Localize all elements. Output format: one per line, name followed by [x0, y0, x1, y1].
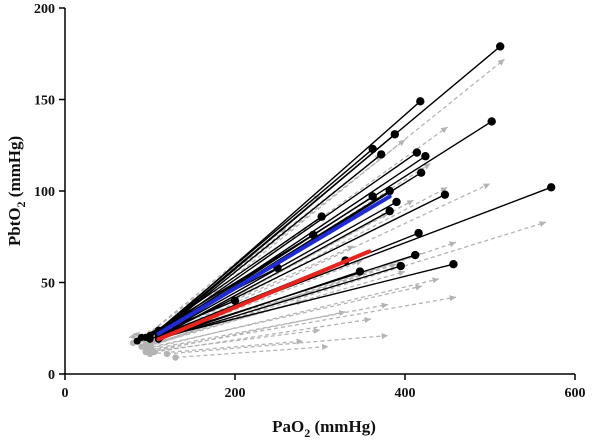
black-end-point	[440, 190, 450, 199]
gray-arrowhead	[440, 126, 448, 134]
black-start-point	[146, 335, 154, 343]
black-end-point	[416, 97, 425, 106]
gray-arrowhead	[321, 343, 329, 351]
black-end-point	[392, 197, 401, 207]
gray-dashed-segment	[149, 126, 448, 342]
y-tick-label: 50	[41, 277, 55, 292]
axes	[64, 8, 575, 375]
gray-arrowhead	[539, 221, 547, 227]
gray-arrowhead	[133, 331, 140, 338]
gray-start-point	[163, 350, 171, 358]
gray-arrowhead	[406, 200, 414, 206]
gray-arrowhead	[364, 317, 371, 324]
black-end-point	[396, 261, 405, 271]
black-end-point	[309, 230, 318, 240]
black-end-point	[547, 183, 556, 192]
gray-start-point	[146, 350, 154, 358]
x-tick-label: 600	[565, 386, 586, 401]
y-axis-title: PbtO2 (mmHg)	[5, 136, 28, 246]
gray-start-point	[142, 343, 149, 350]
x-ticks-group: 0 200 400 600	[62, 374, 586, 401]
gray-arrowhead	[398, 139, 405, 147]
gray-arrowhead	[432, 277, 439, 284]
gray-arrowhead	[296, 338, 303, 345]
gray-arrowhead	[381, 333, 388, 340]
black-end-point	[496, 42, 505, 51]
black-segment	[158, 265, 401, 340]
gray-dashed-segment	[175, 345, 329, 359]
black-segment	[158, 270, 361, 340]
gray-arrowhead	[313, 194, 320, 201]
x-axis-title: PaO2 (mmHg)	[272, 417, 376, 440]
gray-start-point	[172, 354, 179, 361]
x-axis-title-main: PaO	[272, 417, 304, 436]
black-segments-group	[133, 42, 556, 345]
black-end-point	[487, 117, 496, 126]
black-segment	[149, 216, 323, 337]
y-ticks-group: 0 50 100 150 200	[34, 2, 65, 383]
black-end-point	[449, 260, 458, 269]
y-axis-title-unit: (mmHg)	[5, 136, 24, 202]
gray-dashed-segment	[149, 311, 346, 353]
black-segment	[160, 263, 454, 339]
x-axis-title-subscript: 2	[304, 426, 310, 440]
black-end-point	[385, 186, 394, 196]
y-axis-title-main: PbtO	[5, 207, 24, 246]
black-end-point	[317, 212, 326, 221]
gray-arrowhead	[313, 327, 320, 334]
y-tick-label: 200	[34, 2, 55, 17]
black-start-point	[133, 337, 141, 345]
gray-arrowhead	[389, 263, 397, 270]
black-segment	[136, 300, 236, 342]
gray-arrowhead	[497, 59, 505, 66]
gray-arrowhead	[449, 241, 456, 248]
black-end-point	[377, 150, 386, 159]
gray-dashed-segment	[145, 285, 423, 350]
black-end-point	[230, 296, 240, 305]
y-tick-label: 0	[48, 368, 55, 383]
black-end-point	[411, 250, 420, 260]
gray-arrowhead	[415, 284, 422, 291]
x-tick-label: 0	[62, 386, 69, 401]
x-tick-label: 400	[395, 386, 416, 401]
gray-arrowhead	[398, 270, 405, 277]
black-end-point	[390, 130, 399, 139]
gray-arrowhead	[423, 163, 431, 170]
black-end-point	[368, 144, 377, 154]
gray-dashed-segment	[153, 58, 505, 342]
gray-dashed-segment	[145, 303, 389, 351]
black-end-point	[414, 228, 423, 238]
gray-dashed-segment	[149, 221, 547, 346]
gray-arrowhead	[440, 187, 448, 193]
x-axis-title-unit: (mmHg)	[310, 417, 376, 436]
y-tick-label: 150	[34, 94, 55, 109]
black-end-point	[385, 206, 394, 216]
y-axis-title-subscript: 2	[14, 201, 28, 207]
black-end-point	[355, 267, 365, 276]
gray-dashed-segment	[149, 340, 304, 355]
gray-dashed-segment	[145, 329, 321, 353]
gray-arrowhead	[483, 183, 490, 190]
red-regression-line	[156, 249, 372, 342]
gray-dashed-segment	[166, 334, 389, 355]
x-tick-label: 200	[225, 386, 246, 401]
regression-lines-group	[156, 194, 392, 342]
gray-dashed-segment	[149, 139, 406, 340]
black-end-point	[421, 152, 430, 161]
blue-regression-line	[156, 194, 392, 336]
gray-arrowhead	[347, 245, 354, 252]
gray-arrowhead	[338, 310, 346, 317]
black-end-point	[412, 148, 422, 157]
black-segment	[158, 148, 374, 331]
gray-dashed-segment	[149, 278, 440, 350]
black-end-point	[416, 168, 426, 177]
gray-arrowhead	[381, 302, 388, 309]
y-tick-label: 100	[34, 185, 55, 200]
black-end-point	[368, 192, 377, 201]
black-segment	[158, 133, 396, 335]
gray-arrowhead	[449, 295, 456, 302]
gray-arrowhead	[128, 333, 136, 340]
